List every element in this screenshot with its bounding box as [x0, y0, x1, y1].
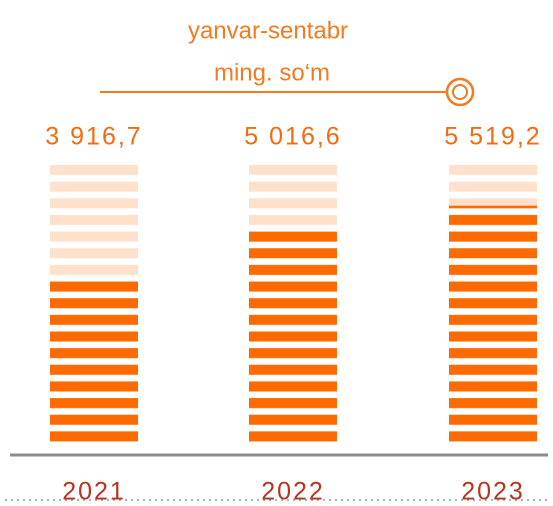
- bar: [249, 227, 337, 446]
- value-label: 5 519,2: [444, 123, 541, 151]
- chart-title: yanvar-sentabr: [188, 17, 348, 44]
- chart-subtitle: ming. so‘m: [214, 59, 330, 86]
- value-label: 3 916,7: [45, 123, 142, 151]
- decor-ring: [452, 84, 468, 100]
- x-tick-label: 2023: [461, 478, 525, 506]
- bar: [449, 205, 537, 446]
- x-tick-label: 2021: [62, 478, 126, 506]
- value-label: 5 016,6: [244, 123, 341, 151]
- x-tick-label: 2022: [261, 478, 325, 506]
- decor-ring: [445, 77, 475, 107]
- bar: [50, 275, 138, 446]
